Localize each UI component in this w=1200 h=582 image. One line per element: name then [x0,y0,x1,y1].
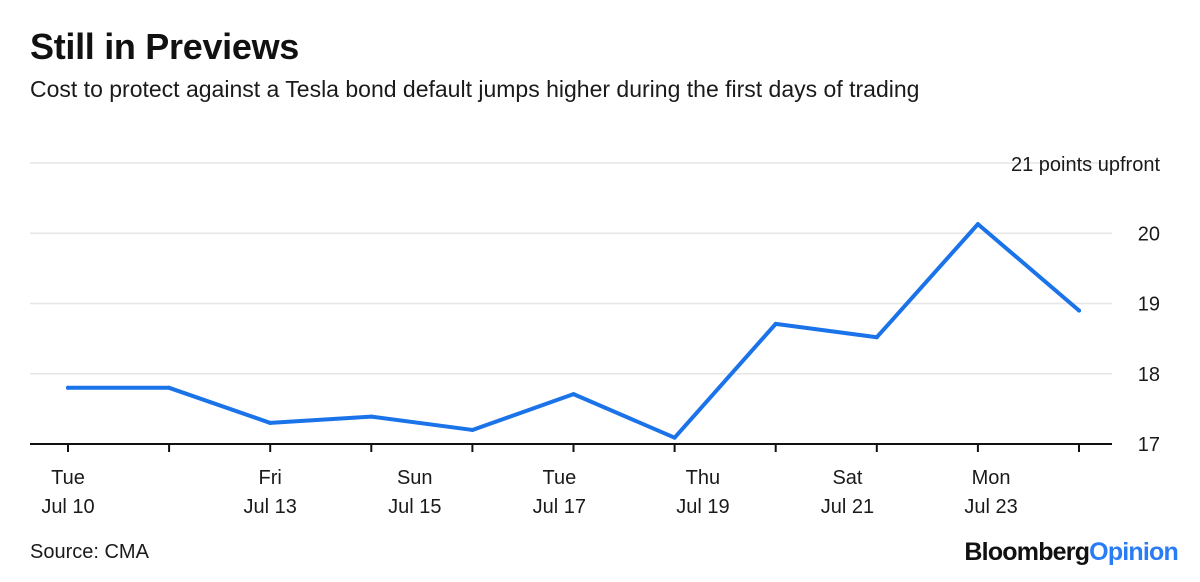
chart-subtitle: Cost to protect against a Tesla bond def… [30,76,920,102]
x-axis [30,443,1112,452]
y-unit-label: 21 points upfront [1011,154,1160,176]
data-point [369,414,374,419]
y-tick-label: 20 [1138,223,1160,245]
x-tick-label: Mon Jul 23 [964,467,1017,518]
y-tick-label: 17 [1138,434,1160,456]
data-point [268,420,273,425]
x-tick-date: Jul 13 [244,496,297,518]
data-point [975,222,980,227]
x-tick-day: Mon [972,467,1011,489]
data-point [167,385,172,390]
x-tick-label: Sat Jul 21 [821,467,874,518]
x-tick-date: Jul 23 [964,496,1017,518]
y-axis-labels: 17 18 19 20 [1138,223,1160,456]
series-layer [66,222,1081,440]
x-tick-day: Sat [832,467,862,489]
x-tick-date: Jul 15 [388,496,441,518]
x-tick-date: Jul 19 [676,496,729,518]
chart-title: Still in Previews [30,26,300,67]
brand-primary: Bloomberg [964,538,1090,566]
gridlines [30,162,1112,375]
x-tick-label: Thu Jul 19 [676,467,729,518]
brand-secondary: Opinion [1089,538,1179,566]
x-tick-label: Sun Jul 15 [388,467,441,518]
data-point [672,435,677,440]
x-tick-label: Fri Jul 13 [244,467,297,518]
data-point [470,427,475,432]
x-tick-date: Jul 17 [533,496,586,518]
brand-logo: BloombergOpinion [964,538,1178,567]
data-point [571,392,576,397]
data-point [66,385,70,390]
x-tick-date: Jul 21 [821,496,874,518]
series-line [66,222,1081,440]
y-tick-label: 19 [1138,294,1160,316]
x-tick-day: Fri [259,467,282,489]
x-tick-day: Tue [51,467,85,489]
x-axis-labels: Tue Jul 10 Fri Jul 13 Sun Jul 15 Tue Jul 17 Thu J… [41,467,1017,518]
x-tick-date: Jul 10 [41,496,94,518]
data-point [773,321,778,326]
data-point [1077,308,1081,313]
x-tick-day: Tue [542,467,576,489]
x-tick-day: Thu [686,467,720,489]
x-tick-label: Tue Jul 17 [533,467,586,518]
x-tick-label: Tue Jul 10 [41,467,94,518]
x-tick-day: Sun [397,467,433,489]
data-point [874,335,879,340]
source-note: Source: CMA [30,541,149,563]
y-tick-label: 18 [1138,364,1160,386]
